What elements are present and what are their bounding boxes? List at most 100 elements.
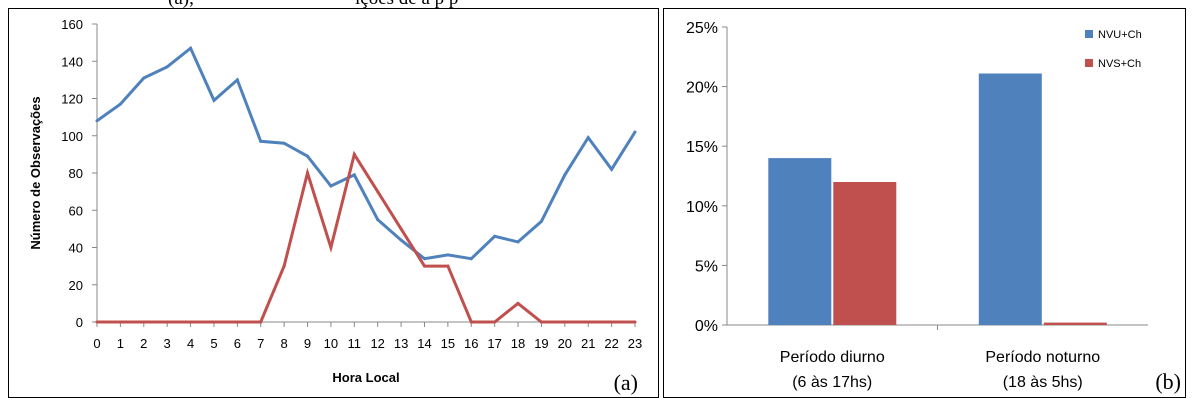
data-point bbox=[446, 264, 450, 268]
x-tick-label: 22 bbox=[604, 336, 618, 351]
category-label: Período diurno bbox=[780, 349, 885, 366]
x-tick-label: 16 bbox=[464, 336, 478, 351]
data-point bbox=[563, 320, 567, 324]
x-tick-label: 23 bbox=[628, 336, 642, 351]
data-point bbox=[306, 154, 309, 158]
data-point bbox=[610, 320, 614, 324]
x-tick-label: 20 bbox=[558, 336, 572, 351]
y-tick-label: 10% bbox=[686, 199, 718, 216]
data-point bbox=[282, 141, 286, 145]
y-tick-label: 120 bbox=[61, 92, 83, 107]
data-point bbox=[259, 139, 263, 143]
data-point bbox=[189, 320, 193, 324]
x-tick-label: 19 bbox=[534, 336, 548, 351]
x-tick-label: 13 bbox=[394, 336, 408, 351]
x-tick-label: 0 bbox=[93, 336, 100, 351]
y-tick-label: 15% bbox=[686, 139, 718, 156]
line-chart-panel: Número de Observações Hora Local (a) 020… bbox=[28, 17, 642, 395]
x-tick-label: 11 bbox=[348, 336, 362, 351]
series-line-1 bbox=[96, 45, 637, 261]
x-tick-label: 1 bbox=[117, 336, 124, 351]
y-tick-label: 100 bbox=[61, 129, 83, 144]
y-tick-label: 20 bbox=[69, 278, 83, 293]
x-tick-label: 9 bbox=[304, 336, 311, 351]
caption-fragment-right: ições de a p p bbox=[355, 0, 458, 10]
y-tick-label: 140 bbox=[61, 54, 83, 69]
data-point bbox=[516, 301, 520, 305]
data-point bbox=[352, 173, 356, 177]
data-point bbox=[539, 320, 543, 324]
x-tick-label: 10 bbox=[324, 336, 338, 351]
data-point bbox=[633, 320, 637, 324]
x-tick-label: 2 bbox=[140, 336, 147, 351]
x-tick-label: 21 bbox=[581, 336, 595, 351]
cropped-caption-fragment: (a), ições de a p p bbox=[0, 0, 1194, 10]
x-tick-label: 3 bbox=[164, 336, 171, 351]
data-point bbox=[516, 240, 520, 244]
y-tick-label: 0% bbox=[695, 318, 718, 335]
data-point bbox=[165, 320, 169, 324]
bar-1-2 bbox=[833, 182, 897, 325]
panel-label-b: (b) bbox=[1155, 369, 1181, 394]
data-point bbox=[399, 227, 403, 231]
bar-chart-panel: (b) 0% 5% 10% 15% 20% 25% Período diurno (6 às… bbox=[686, 20, 1181, 394]
data-point bbox=[212, 98, 216, 102]
data-point bbox=[95, 320, 99, 324]
x-tick-label: 4 bbox=[187, 336, 194, 351]
data-point bbox=[610, 167, 614, 171]
data-point bbox=[493, 234, 497, 238]
data-point bbox=[95, 119, 99, 123]
panel-label-a: (a) bbox=[614, 370, 638, 395]
data-point bbox=[306, 171, 309, 175]
data-point bbox=[118, 320, 122, 324]
data-point bbox=[446, 253, 450, 257]
category-label: (18 às 5hs) bbox=[1003, 374, 1083, 391]
y-tick-label: 60 bbox=[69, 203, 83, 218]
y-tick-label: 80 bbox=[69, 166, 83, 181]
bar-2-1 bbox=[978, 73, 1042, 325]
data-point bbox=[329, 246, 333, 249]
y-tick-label: 40 bbox=[69, 241, 83, 256]
data-point bbox=[142, 76, 146, 80]
data-point bbox=[493, 320, 497, 324]
data-point bbox=[118, 102, 122, 106]
data-point bbox=[259, 320, 263, 324]
caption-fragment-left: (a), bbox=[168, 0, 194, 10]
data-point bbox=[423, 257, 426, 261]
data-point bbox=[539, 219, 543, 223]
x-axis-label: Hora Local bbox=[332, 370, 399, 385]
data-point bbox=[189, 46, 193, 50]
y-tick-label: 0 bbox=[76, 315, 83, 330]
data-point bbox=[142, 320, 146, 324]
x-tick-label: 15 bbox=[441, 336, 455, 351]
x-tick-label: 18 bbox=[511, 336, 525, 351]
y-tick-label: 25% bbox=[686, 20, 718, 37]
data-point bbox=[212, 320, 216, 324]
data-point bbox=[165, 65, 169, 69]
bar-2-2 bbox=[1043, 322, 1107, 325]
x-tick-label: 5 bbox=[210, 336, 217, 351]
legend-swatch bbox=[1085, 59, 1093, 67]
data-point bbox=[586, 320, 590, 324]
legend-swatch bbox=[1085, 30, 1093, 38]
x-tick-label: 6 bbox=[234, 336, 241, 351]
y-tick-label: 160 bbox=[61, 17, 83, 32]
legend-label: NVS+Ch bbox=[1098, 58, 1141, 70]
data-point bbox=[563, 173, 567, 177]
bar-1-1 bbox=[768, 158, 832, 325]
x-tick-label: 17 bbox=[487, 336, 501, 351]
y-axis-label: Número de Observações bbox=[28, 96, 43, 249]
x-tick-label: 14 bbox=[417, 336, 431, 351]
data-point bbox=[329, 184, 333, 188]
series-line-2 bbox=[97, 150, 635, 324]
data-point bbox=[282, 264, 286, 268]
category-label: Período noturno bbox=[985, 349, 1100, 366]
y-tick-label: 5% bbox=[695, 258, 718, 275]
legend-label: NVU+Ch bbox=[1098, 29, 1142, 41]
data-point bbox=[423, 264, 426, 268]
x-tick-label: 7 bbox=[257, 336, 264, 351]
data-point bbox=[352, 152, 356, 156]
data-point bbox=[469, 320, 473, 324]
y-tick-label: 20% bbox=[686, 80, 718, 97]
